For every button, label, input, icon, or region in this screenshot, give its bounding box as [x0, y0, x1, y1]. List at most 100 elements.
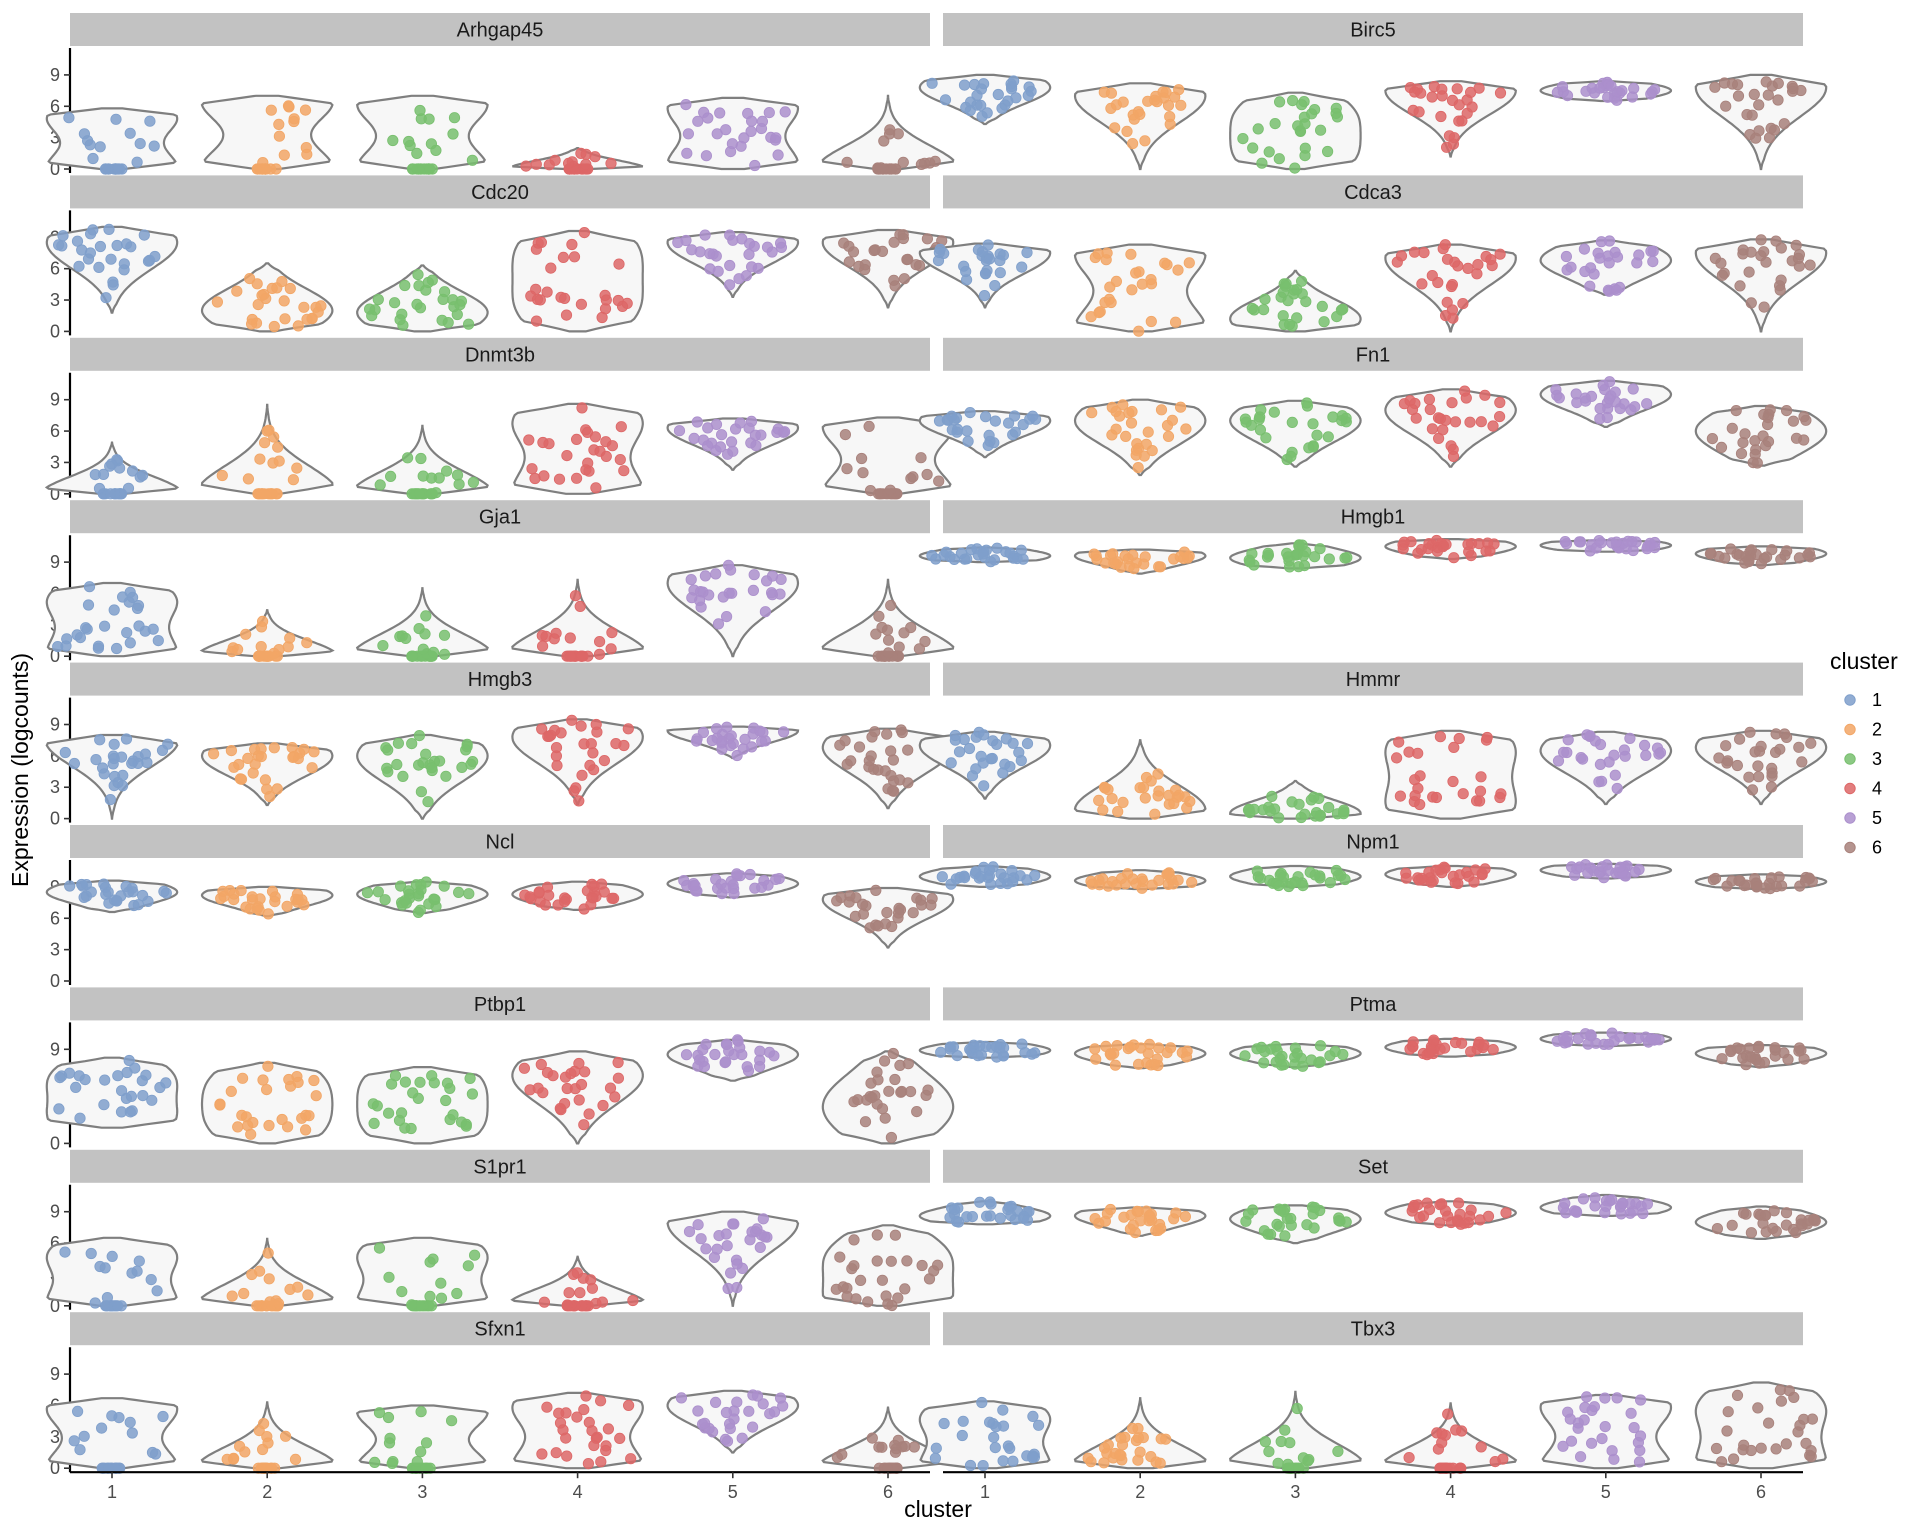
data-point: [1449, 416, 1462, 428]
data-point: [839, 428, 852, 441]
data-point: [990, 1041, 1003, 1053]
data-point: [122, 482, 135, 494]
data-point: [299, 104, 312, 116]
data-point: [1339, 873, 1351, 886]
data-point: [1125, 248, 1137, 260]
data-point: [902, 253, 914, 265]
data-point: [1237, 133, 1249, 145]
data-point: [883, 1085, 895, 1097]
data-point: [732, 1035, 744, 1047]
data-point: [413, 729, 425, 742]
data-point: [100, 292, 112, 304]
data-point: [287, 474, 299, 486]
data-point: [240, 628, 252, 640]
data-point: [273, 118, 285, 131]
data-point: [1165, 1042, 1177, 1054]
data-point: [720, 1056, 732, 1068]
data-point: [84, 139, 96, 151]
data-point: [1098, 1457, 1110, 1469]
data-point: [831, 1451, 844, 1464]
violin-group-4: [1384, 861, 1517, 890]
data-point: [415, 1406, 427, 1418]
data-point: [1487, 1044, 1499, 1056]
y-tick-label: 9: [50, 552, 60, 572]
data-point: [1705, 547, 1717, 560]
data-point: [1439, 239, 1451, 251]
data-point: [384, 470, 397, 482]
data-point: [108, 738, 120, 750]
data-point: [1732, 90, 1745, 102]
data-point: [1136, 278, 1148, 290]
data-point: [1297, 1060, 1309, 1072]
data-point: [941, 414, 953, 426]
violin-group-2: [1073, 398, 1207, 477]
data-point: [106, 458, 118, 470]
data-point: [736, 1432, 748, 1444]
data-point: [991, 1051, 1003, 1063]
data-point: [580, 464, 592, 476]
data-point: [1793, 741, 1805, 753]
violin-group-3: [1229, 539, 1362, 573]
violin-group-2: [200, 1060, 334, 1145]
data-point: [1762, 418, 1774, 431]
data-point: [73, 1070, 85, 1082]
data-point: [1027, 1410, 1039, 1423]
violin-group-1: [918, 861, 1052, 891]
data-point: [1273, 1220, 1285, 1232]
data-point: [889, 1229, 902, 1241]
data-point: [882, 634, 895, 646]
data-point: [254, 453, 266, 465]
data-point: [580, 424, 592, 436]
data-point: [1311, 429, 1323, 441]
data-point: [772, 149, 784, 161]
data-point: [1120, 430, 1132, 442]
data-point: [1093, 794, 1105, 807]
facet-strip: [70, 825, 930, 858]
data-point: [857, 908, 870, 920]
data-point: [1757, 1217, 1769, 1230]
violin-group-2: [1073, 546, 1207, 575]
data-point: [1758, 301, 1770, 313]
data-point: [615, 421, 627, 433]
data-point: [111, 642, 123, 655]
facet-strip-label: Hmgb1: [1341, 507, 1405, 529]
data-point: [1397, 543, 1409, 555]
data-point: [289, 1453, 302, 1466]
violin-group-5: [666, 96, 800, 172]
data-point: [440, 465, 453, 477]
data-point: [1453, 732, 1465, 745]
data-point: [1121, 125, 1133, 137]
data-point: [883, 128, 896, 140]
data-point: [132, 599, 145, 612]
data-point: [1417, 1210, 1430, 1222]
data-point: [242, 1120, 254, 1132]
data-point: [1434, 413, 1447, 425]
facet-panel-tbx3: Tbx3 1 2 3 4 5 6: [918, 1312, 1828, 1502]
data-point: [1606, 1445, 1618, 1457]
data-point: [540, 630, 552, 643]
violin-group-5: [1539, 859, 1673, 884]
data-point: [425, 138, 437, 150]
y-tick-label: 3: [50, 777, 60, 797]
data-point: [1440, 538, 1452, 551]
data-point: [985, 878, 997, 891]
data-point: [105, 488, 117, 500]
data-point: [1139, 792, 1151, 804]
data-point: [755, 881, 768, 893]
data-point: [1731, 1389, 1744, 1402]
data-point: [1634, 1430, 1647, 1442]
data-point: [717, 591, 729, 603]
data-point: [1746, 784, 1759, 796]
data-point: [60, 640, 72, 652]
data-point: [1291, 283, 1303, 296]
data-point: [1446, 397, 1458, 409]
data-point: [1716, 1053, 1728, 1065]
data-point: [301, 313, 313, 325]
data-point: [1721, 880, 1733, 892]
data-point: [1462, 262, 1474, 274]
data-point: [1002, 417, 1015, 429]
data-point: [380, 742, 392, 754]
data-point: [1021, 737, 1034, 750]
x-tick-label: 1: [107, 1482, 117, 1502]
data-point: [1471, 268, 1483, 280]
